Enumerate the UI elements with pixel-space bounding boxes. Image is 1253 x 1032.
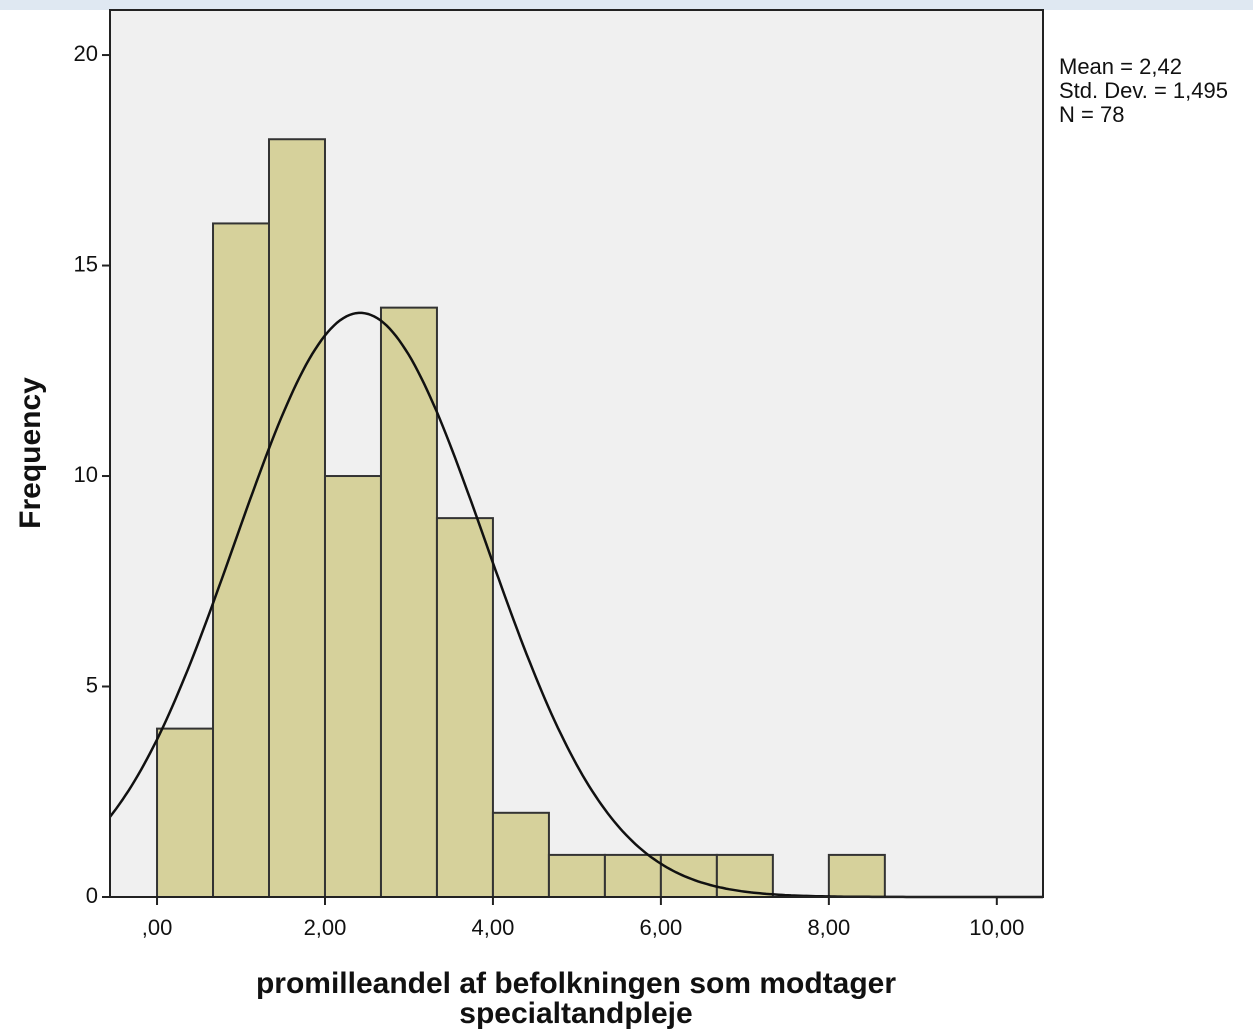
y-tick-label: 0 — [86, 883, 98, 908]
x-tick-label: 8,00 — [807, 915, 850, 940]
x-axis-label: promilleandel af befolkningen som modtag… — [256, 967, 896, 1000]
x-tick-label: 2,00 — [304, 915, 347, 940]
y-tick-label: 20 — [74, 41, 98, 66]
x-axis-label: specialtandpleje — [459, 997, 692, 1030]
bar — [267, 138, 326, 898]
x-tick-label: 10,00 — [969, 915, 1024, 940]
stat-label: Mean = 2,42 — [1059, 54, 1182, 79]
y-tick-label: 15 — [74, 251, 98, 276]
stat-label: Std. Dev. = 1,495 — [1059, 78, 1228, 103]
bar — [435, 517, 494, 898]
window-edge — [0, 0, 1253, 10]
bar — [379, 306, 438, 898]
bar — [715, 853, 774, 898]
bar — [659, 853, 718, 898]
y-axis-label: Frequency — [14, 377, 47, 529]
bar — [547, 853, 606, 898]
x-tick-label: 6,00 — [639, 915, 682, 940]
bar — [212, 222, 270, 899]
bar — [603, 853, 662, 898]
x-tick-label: ,00 — [142, 915, 173, 940]
y-tick-label: 5 — [86, 672, 98, 697]
plot-frame — [109, 9, 1044, 898]
bar — [491, 811, 550, 898]
x-tick-label: 4,00 — [472, 915, 515, 940]
bar — [156, 727, 215, 899]
stat-label: N = 78 — [1059, 102, 1124, 127]
y-tick-label: 10 — [74, 462, 98, 487]
bar — [323, 475, 382, 898]
bar — [827, 853, 886, 898]
